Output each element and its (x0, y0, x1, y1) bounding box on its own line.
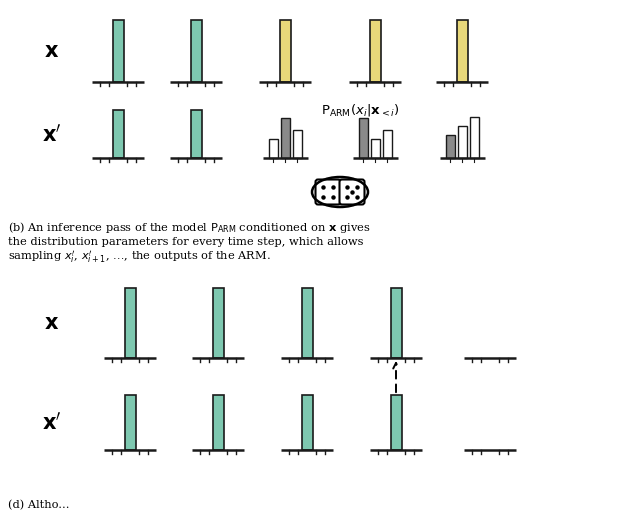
Bar (279, 20, 291, 82)
Bar (191, 20, 202, 82)
Bar (125, 395, 135, 450)
Bar (391, 288, 401, 358)
Bar (113, 20, 123, 82)
Bar (469, 118, 478, 158)
Bar (212, 395, 223, 450)
Text: $\mathbf{x}$: $\mathbf{x}$ (45, 313, 60, 333)
Bar (125, 288, 135, 358)
Bar (370, 20, 380, 82)
Bar (445, 135, 455, 158)
Bar (268, 139, 277, 158)
FancyBboxPatch shape (315, 179, 340, 204)
Bar (293, 130, 301, 158)
Bar (391, 395, 401, 450)
Bar (371, 139, 380, 158)
Bar (457, 127, 466, 158)
Text: (b) An inference pass of the model $\mathrm{P}_{\mathrm{ARM}}$ conditioned on $\: (b) An inference pass of the model $\mat… (8, 220, 371, 265)
Bar (212, 288, 223, 358)
Bar (359, 118, 368, 158)
Text: $\mathbf{x}'$: $\mathbf{x}'$ (42, 411, 62, 434)
Bar (301, 288, 312, 358)
Bar (191, 110, 202, 158)
Bar (382, 130, 392, 158)
Text: (d) Altho...: (d) Altho... (8, 500, 69, 510)
Bar (280, 118, 289, 158)
Bar (301, 395, 312, 450)
Text: $\mathbf{x}'$: $\mathbf{x}'$ (42, 123, 62, 145)
Text: $\mathbf{x}$: $\mathbf{x}$ (45, 41, 60, 61)
FancyBboxPatch shape (340, 179, 364, 204)
Bar (113, 110, 123, 158)
Bar (457, 20, 467, 82)
Text: $\mathrm{P}_{\mathrm{ARM}}(x_i|\mathbf{x}_{<i})$: $\mathrm{P}_{\mathrm{ARM}}(x_i|\mathbf{x… (321, 102, 399, 118)
